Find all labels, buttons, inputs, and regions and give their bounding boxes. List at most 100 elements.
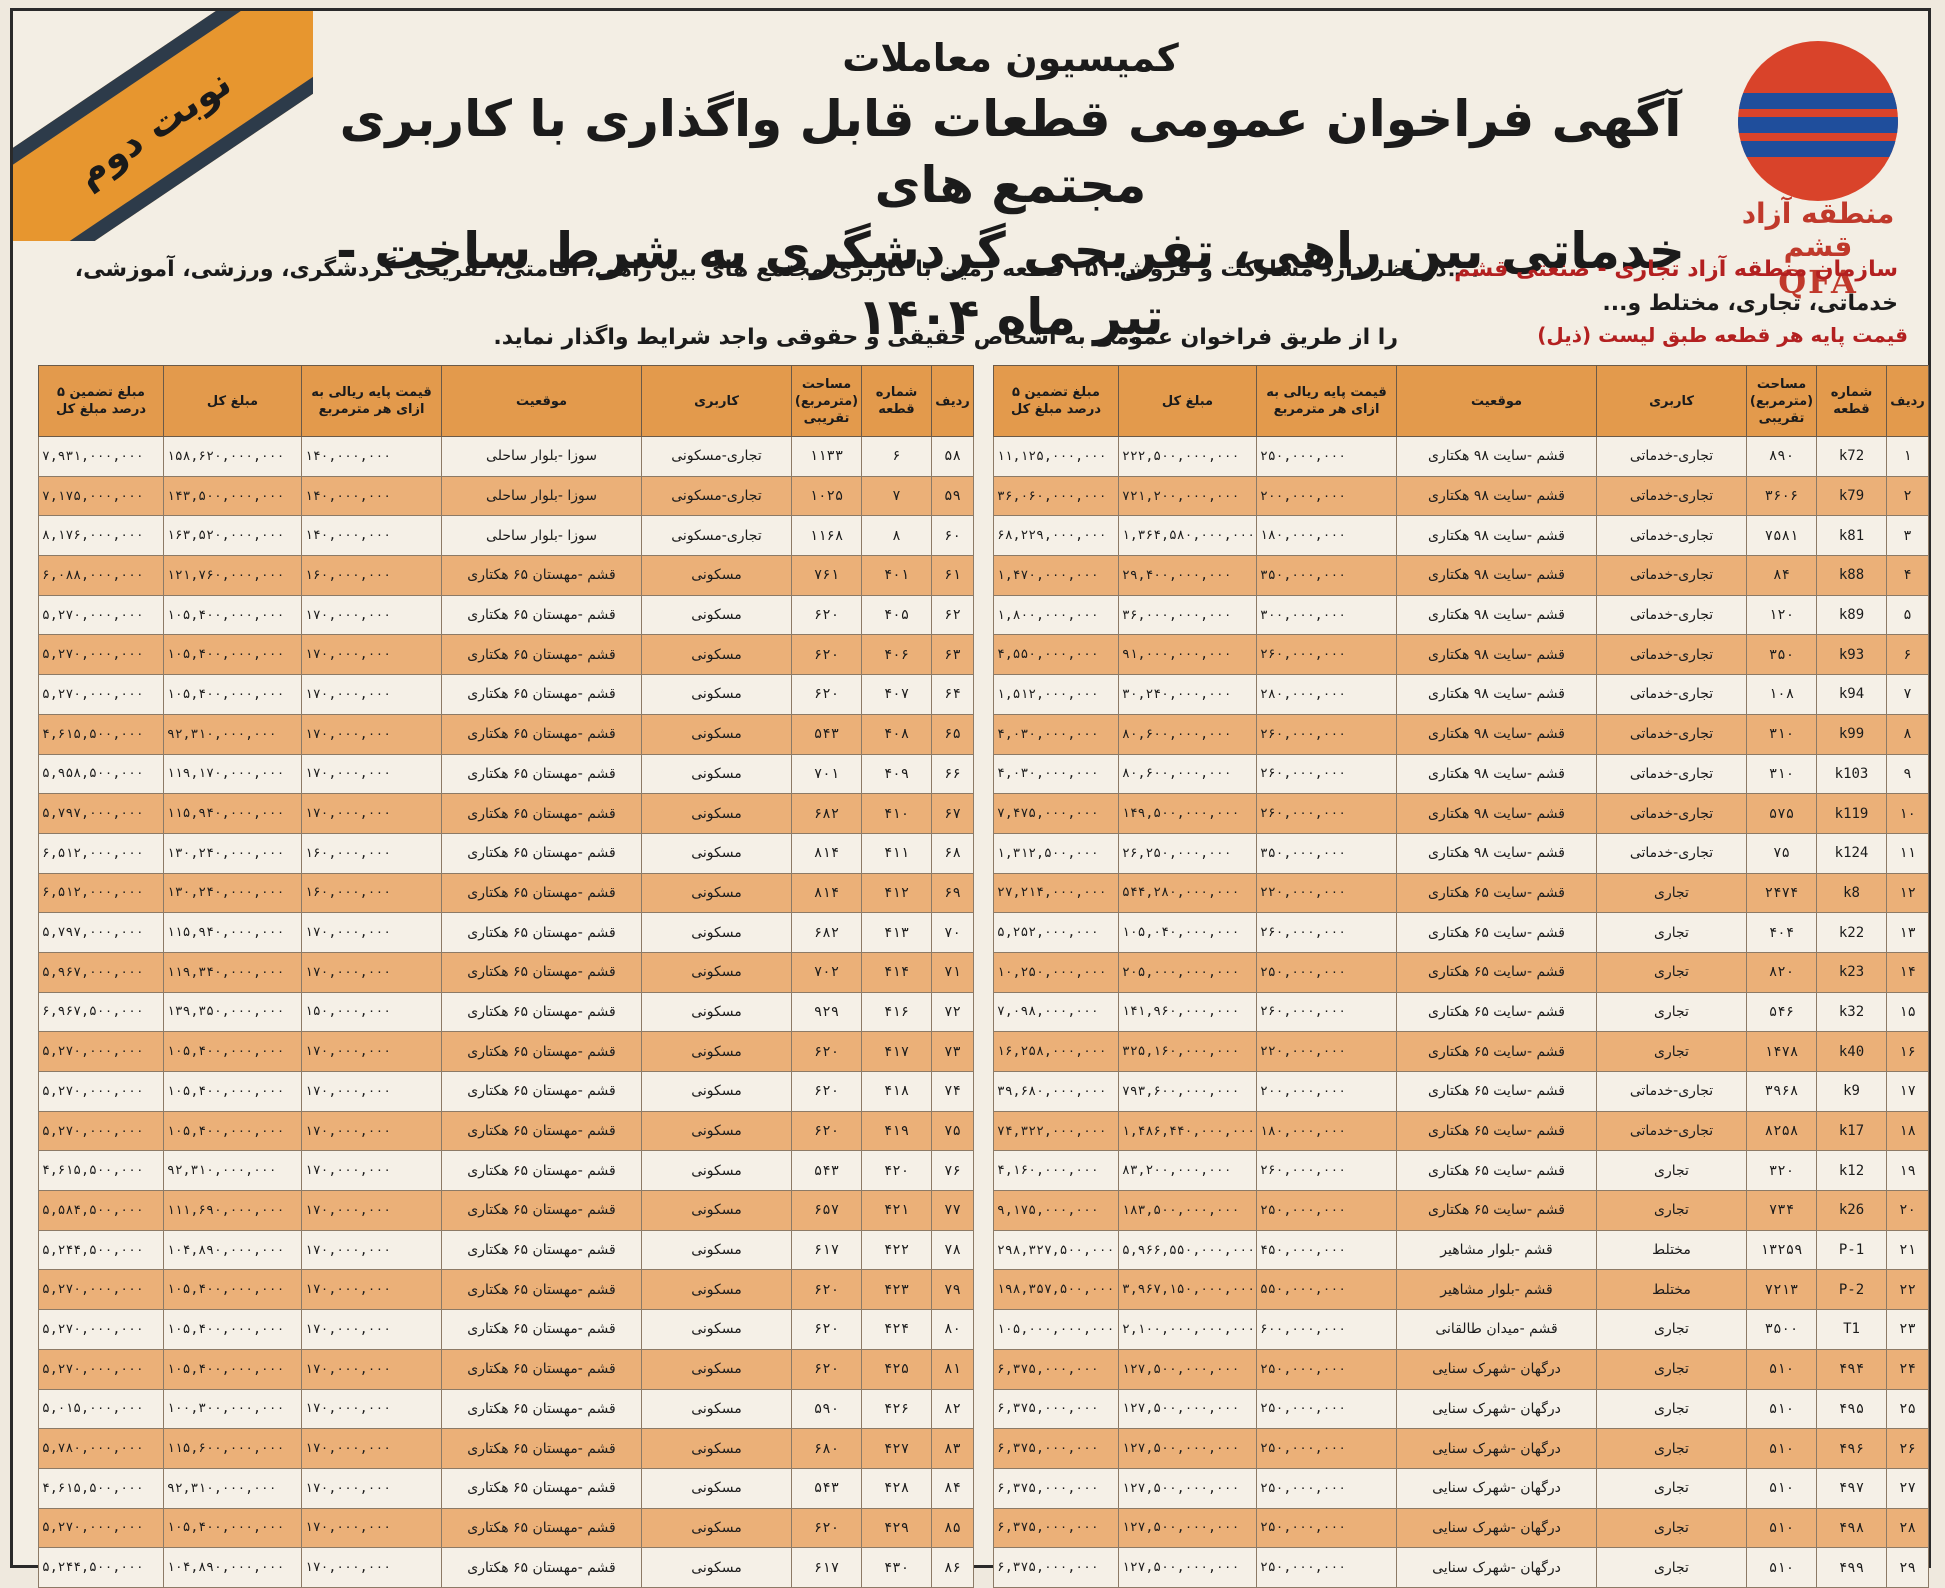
location-cell: قشم -مهستان ۶۵ هکتاری	[441, 1507, 642, 1549]
column-header: ردیف	[931, 365, 974, 437]
usage-cell: تجاری-خدماتی	[1596, 753, 1747, 795]
row-number-cell: ۲۸	[1886, 1507, 1929, 1549]
location-cell: قشم -مهستان ۶۵ هکتاری	[441, 991, 642, 1033]
usage-cell: مسکونی	[641, 674, 792, 715]
total-amount-cell: ۱۱۵,۹۴۰,۰۰۰,۰۰۰	[163, 912, 302, 953]
usage-cell: مسکونی	[641, 1309, 792, 1350]
area-cell: ۷۳۴	[1746, 1190, 1817, 1231]
total-amount-cell: ۱۲۷,۵۰۰,۰۰۰,۰۰۰	[1118, 1547, 1257, 1588]
column-header: مبلغ تضمین ۵ درصد مبلغ کل	[38, 365, 164, 437]
guarantee-amount-cell: ۶,۳۷۵,۰۰۰,۰۰۰	[993, 1428, 1119, 1469]
total-amount-cell: ۱۵۸,۶۲۰,۰۰۰,۰۰۰	[163, 436, 302, 477]
area-cell: ۵۱۰	[1746, 1467, 1817, 1509]
guarantee-amount-cell: ۷,۰۹۸,۰۰۰,۰۰۰	[993, 991, 1119, 1033]
total-amount-cell: ۱۴۹,۵۰۰,۰۰۰,۰۰۰	[1118, 793, 1257, 834]
total-amount-cell: ۱۰۵,۴۰۰,۰۰۰,۰۰۰	[163, 594, 302, 636]
area-cell: ۳۵۰	[1746, 634, 1817, 676]
area-cell: ۸۲۰	[1746, 951, 1817, 993]
row-number-cell: ۱۴	[1886, 951, 1929, 993]
table-row: ۱ k72 ۸۹۰ تجاری-خدماتی قشم -سایت ۹۸ هکتاری ۲۵…	[993, 436, 1929, 477]
area-cell: ۸۲۵۸	[1746, 1110, 1817, 1152]
row-number-cell: ۱۸	[1886, 1110, 1929, 1152]
table-row: ۶۰ ۸ ۱۱۶۸ تجاری-مسکونی سوزا -بلوار ساحلی ۱۴۰,…	[38, 515, 974, 557]
row-number-cell: ۲۱	[1886, 1229, 1929, 1271]
parcel-number-cell: P-1	[1816, 1229, 1887, 1271]
usage-cell: تجاری	[1596, 1467, 1747, 1509]
guarantee-amount-cell: ۵,۹۵۸,۵۰۰,۰۰۰	[38, 753, 164, 795]
unit-price-cell: ۱۸۰,۰۰۰,۰۰۰	[1256, 515, 1397, 557]
area-cell: ۳۱۰	[1746, 713, 1817, 755]
location-cell: قشم -سایت ۶۵ هکتاری	[1396, 1190, 1597, 1231]
title-line-1: آگهی فراخوان عمومی قطعات قابل واگذاری با…	[339, 90, 1682, 214]
column-header: مساحت (مترمربع) تقریبی	[1746, 365, 1817, 437]
row-number-cell: ۶	[1886, 634, 1929, 676]
parcel-number-cell: k9	[1816, 1071, 1887, 1112]
unit-price-cell: ۱۷۰,۰۰۰,۰۰۰	[301, 594, 442, 636]
table-row: ۲۸ ۴۹۸ ۵۱۰ تجاری درگهان -شهرک سنایی ۲۵۰,۰۰۰,۰…	[993, 1507, 1929, 1549]
table-row: ۷۱ ۴۱۴ ۷۰۲ مسکونی قشم -مهستان ۶۵ هکتاری ۱۷۰,۰…	[38, 951, 974, 993]
column-header: قیمت پایه ریالی به ازای هر مترمربع	[1256, 365, 1397, 437]
guarantee-amount-cell: ۵,۲۴۴,۵۰۰,۰۰۰	[38, 1229, 164, 1271]
location-cell: قشم -مهستان ۶۵ هکتاری	[441, 594, 642, 636]
guarantee-amount-cell: ۹,۱۷۵,۰۰۰,۰۰۰	[993, 1190, 1119, 1231]
table-row: ۶۷ ۴۱۰ ۶۸۲ مسکونی قشم -مهستان ۶۵ هکتاری ۱۷۰,۰…	[38, 793, 974, 834]
guarantee-amount-cell: ۴,۶۱۵,۵۰۰,۰۰۰	[38, 1150, 164, 1192]
total-amount-cell: ۱۲۷,۵۰۰,۰۰۰,۰۰۰	[1118, 1348, 1257, 1390]
usage-cell: تجاری	[1596, 1507, 1747, 1549]
location-cell: قشم -مهستان ۶۵ هکتاری	[441, 912, 642, 953]
parcel-number-cell: ۴۱۷	[861, 1031, 932, 1072]
total-amount-cell: ۱۰۵,۴۰۰,۰۰۰,۰۰۰	[163, 1507, 302, 1549]
row-number-cell: ۶۶	[931, 753, 974, 795]
unit-price-cell: ۲۶۰,۰۰۰,۰۰۰	[1256, 713, 1397, 755]
table-row: ۲۰ k26 ۷۳۴ تجاری قشم -سایت ۶۵ هکتاری ۲۵۰,۰۰۰,…	[993, 1190, 1929, 1231]
parcel-number-cell: ۴۰۷	[861, 674, 932, 715]
unit-price-cell: ۲۵۰,۰۰۰,۰۰۰	[1256, 1190, 1397, 1231]
table-row: ۹ k103 ۳۱۰ تجاری-خدماتی قشم -سایت ۹۸ هکتاری ۲…	[993, 753, 1929, 795]
parcel-number-cell: ۴۹۸	[1816, 1507, 1887, 1549]
unit-price-cell: ۲۲۰,۰۰۰,۰۰۰	[1256, 872, 1397, 914]
usage-cell: مسکونی	[641, 1150, 792, 1192]
parcel-number-cell: k89	[1816, 594, 1887, 636]
total-amount-cell: ۱۲۷,۵۰۰,۰۰۰,۰۰۰	[1118, 1507, 1257, 1549]
location-cell: قشم -مهستان ۶۵ هکتاری	[441, 1229, 642, 1271]
total-amount-cell: ۱۱۹,۱۷۰,۰۰۰,۰۰۰	[163, 753, 302, 795]
parcel-number-cell: ۷	[861, 475, 932, 517]
row-number-cell: ۶۸	[931, 832, 974, 874]
parcel-number-cell: ۴۹۶	[1816, 1428, 1887, 1469]
parcel-number-cell: k32	[1816, 991, 1887, 1033]
area-cell: ۴۰۴	[1746, 912, 1817, 953]
parcel-number-cell: k103	[1816, 753, 1887, 795]
area-cell: ۶۲۰	[791, 594, 862, 636]
unit-price-cell: ۲۰۰,۰۰۰,۰۰۰	[1256, 475, 1397, 517]
table-row: ۲ k79 ۳۶۰۶ تجاری-خدماتی قشم -سایت ۹۸ هکتاری ۲…	[993, 475, 1929, 517]
unit-price-cell: ۲۸۰,۰۰۰,۰۰۰	[1256, 674, 1397, 715]
usage-cell: مسکونی	[641, 1467, 792, 1509]
unit-price-cell: ۲۲۰,۰۰۰,۰۰۰	[1256, 1031, 1397, 1072]
unit-price-cell: ۱۶۰,۰۰۰,۰۰۰	[301, 872, 442, 914]
parcel-number-cell: ۶	[861, 436, 932, 477]
table-row: ۷۸ ۴۲۲ ۶۱۷ مسکونی قشم -مهستان ۶۵ هکتاری ۱۷۰,۰…	[38, 1229, 974, 1271]
guarantee-amount-cell: ۵,۲۷۰,۰۰۰,۰۰۰	[38, 1031, 164, 1072]
table-row: ۵ k89 ۱۲۰ تجاری-خدماتی قشم -سایت ۹۸ هکتاری ۳۰…	[993, 594, 1929, 636]
location-cell: قشم -میدان طالقانی	[1396, 1309, 1597, 1350]
parcel-number-cell: k81	[1816, 515, 1887, 557]
parcel-number-cell: ۴۹۹	[1816, 1547, 1887, 1588]
table-row: ۱۵ k32 ۵۴۶ تجاری قشم -سایت ۶۵ هکتاری ۲۶۰,۰۰۰,…	[993, 991, 1929, 1033]
area-cell: ۷۵	[1746, 832, 1817, 874]
guarantee-amount-cell: ۶,۹۶۷,۵۰۰,۰۰۰	[38, 991, 164, 1033]
area-cell: ۱۲۰	[1746, 594, 1817, 636]
usage-cell: تجاری	[1596, 1031, 1747, 1072]
parcels-table-left: ردیف شماره قطعه مساحت (مترمربع) تقریبی کارب…	[38, 365, 974, 1588]
unit-price-cell: ۲۵۰,۰۰۰,۰۰۰	[1256, 1507, 1397, 1549]
unit-price-cell: ۳۵۰,۰۰۰,۰۰۰	[1256, 555, 1397, 596]
usage-cell: تجاری-خدماتی	[1596, 634, 1747, 676]
row-number-cell: ۶۲	[931, 594, 974, 636]
parcel-number-cell: ۴۰۹	[861, 753, 932, 795]
guarantee-amount-cell: ۷,۴۷۵,۰۰۰,۰۰۰	[993, 793, 1119, 834]
location-cell: درگهان -شهرک سنایی	[1396, 1547, 1597, 1588]
total-amount-cell: ۱۲۱,۷۶۰,۰۰۰,۰۰۰	[163, 555, 302, 596]
location-cell: سوزا -بلوار ساحلی	[441, 515, 642, 557]
usage-cell: مسکونی	[641, 713, 792, 755]
total-amount-cell: ۲۹,۴۰۰,۰۰۰,۰۰۰	[1118, 555, 1257, 596]
area-cell: ۱۱۶۸	[791, 515, 862, 557]
